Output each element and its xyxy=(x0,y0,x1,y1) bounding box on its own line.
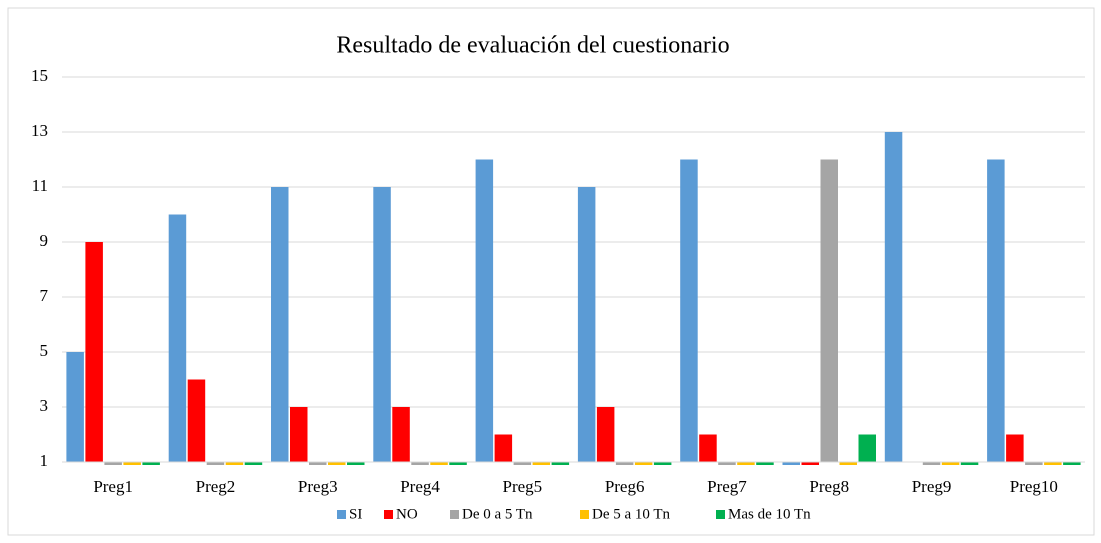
x-tick-label: Preg6 xyxy=(605,477,645,496)
y-tick-label: 9 xyxy=(40,231,49,250)
legend-label: De 5 a 10 Tn xyxy=(592,506,671,522)
bar xyxy=(577,187,596,462)
bar xyxy=(1063,462,1081,465)
bar xyxy=(494,434,513,462)
bar xyxy=(680,159,698,462)
y-tick-label: 15 xyxy=(31,66,48,85)
chart-title: Resultado de evaluación del cuestionario xyxy=(336,33,729,59)
y-tick-label: 7 xyxy=(40,286,49,305)
bar xyxy=(142,462,160,465)
bar xyxy=(820,159,838,462)
bar xyxy=(960,462,979,465)
x-tick-label: Preg10 xyxy=(1010,477,1058,496)
bar xyxy=(104,462,122,465)
bar xyxy=(718,462,736,465)
y-tick-label: 11 xyxy=(32,176,48,195)
bar xyxy=(123,462,141,465)
bar xyxy=(244,462,263,465)
bar xyxy=(987,159,1005,462)
legend-swatch xyxy=(580,510,589,519)
bar xyxy=(1006,434,1024,462)
legend-swatch xyxy=(337,510,346,519)
bar xyxy=(1025,462,1043,465)
bar xyxy=(392,407,410,462)
bar xyxy=(85,242,103,462)
bar xyxy=(513,462,532,465)
x-tick-label: Preg7 xyxy=(707,477,747,496)
bar xyxy=(475,159,494,462)
x-tick-label: Preg3 xyxy=(298,477,338,496)
x-tick-label: Preg2 xyxy=(196,477,236,496)
bar xyxy=(290,407,308,462)
legend-label: De 0 a 5 Tn xyxy=(462,506,533,522)
bar xyxy=(168,214,187,462)
bar xyxy=(737,462,755,465)
legend-label: Mas de 10 Tn xyxy=(728,506,811,522)
bar xyxy=(187,379,206,462)
bar xyxy=(858,434,876,462)
bar xyxy=(839,462,857,465)
x-tick-label: Preg1 xyxy=(93,477,133,496)
x-tick-label: Preg4 xyxy=(400,477,440,496)
bar xyxy=(328,462,346,465)
bar xyxy=(1044,462,1062,465)
y-tick-label: 3 xyxy=(40,396,49,415)
bar xyxy=(596,407,615,462)
legend-swatch xyxy=(716,510,725,519)
y-tick-label: 5 xyxy=(40,341,49,360)
bar xyxy=(271,187,289,462)
legend-label: NO xyxy=(396,506,418,522)
legend-swatch xyxy=(384,510,393,519)
bar xyxy=(699,434,717,462)
bar xyxy=(615,462,634,465)
bar xyxy=(411,462,429,465)
bar xyxy=(756,462,774,465)
bar xyxy=(373,187,391,462)
bar xyxy=(782,462,800,465)
bar xyxy=(347,462,365,465)
bar xyxy=(225,462,244,465)
bar xyxy=(532,462,551,465)
bar xyxy=(206,462,225,465)
bar xyxy=(801,462,819,465)
bar xyxy=(309,462,327,465)
legend-label: SI xyxy=(349,506,362,522)
bar xyxy=(430,462,448,465)
x-tick-label: Preg5 xyxy=(503,477,543,496)
bar xyxy=(941,462,960,465)
bar xyxy=(551,462,570,465)
y-tick-label: 13 xyxy=(31,121,48,140)
legend-swatch xyxy=(450,510,459,519)
bar xyxy=(922,462,941,465)
y-tick-label: 1 xyxy=(40,451,49,470)
x-tick-label: Preg8 xyxy=(809,477,849,496)
bar xyxy=(884,132,903,462)
x-tick-label: Preg9 xyxy=(912,477,952,496)
bar xyxy=(653,462,672,465)
bar xyxy=(449,462,467,465)
bar xyxy=(66,352,84,462)
bar xyxy=(634,462,653,465)
